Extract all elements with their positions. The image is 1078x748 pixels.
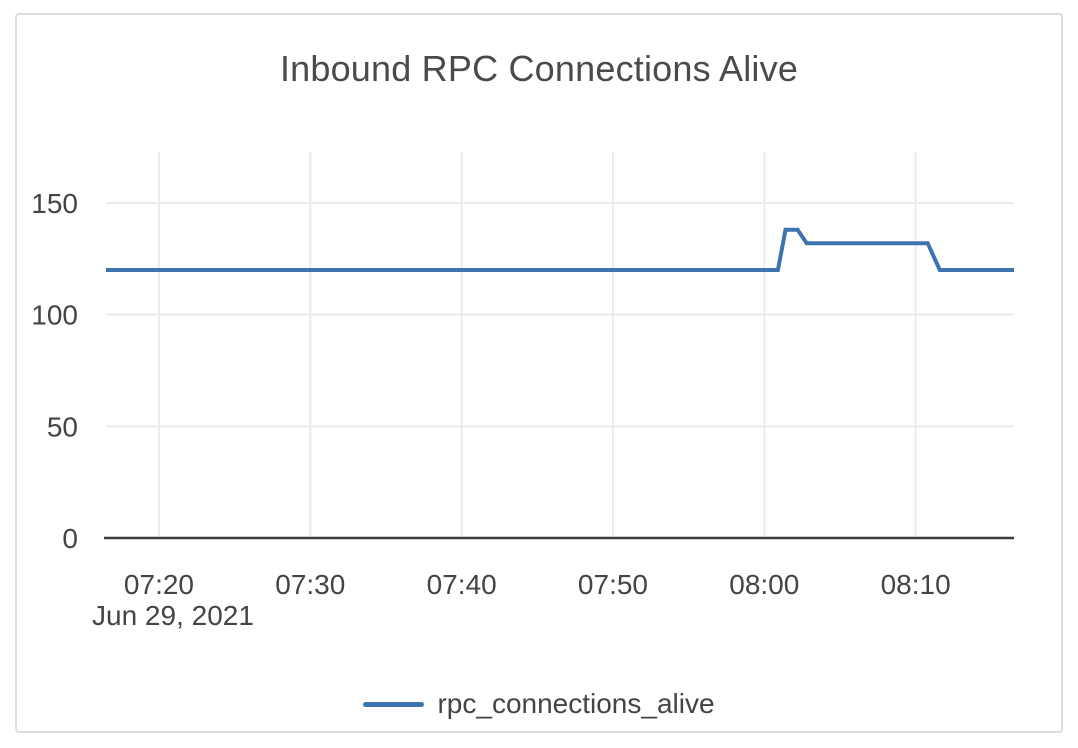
chart-card — [15, 13, 1063, 733]
legend-line-swatch-icon — [363, 701, 425, 707]
legend-label: rpc_connections_alive — [437, 688, 715, 719]
x-tick-label: 08:10 — [881, 569, 951, 600]
x-tick-label: 07:50 — [578, 569, 648, 600]
series-line-rpc-connections-alive — [106, 227, 1014, 272]
x-tick-label: 07:40 — [427, 569, 497, 600]
y-tick-label: 100 — [31, 300, 78, 331]
x-axis-date-label: Jun 29, 2021 — [92, 600, 254, 631]
x-tick-label: 07:30 — [275, 569, 345, 600]
legend: rpc_connections_alive — [0, 686, 1078, 722]
x-tick-label: 07:20 — [124, 569, 194, 600]
chart-title: Inbound RPC Connections Alive — [279, 48, 799, 89]
y-tick-label: 150 — [31, 188, 78, 219]
x-tick-label: 08:00 — [729, 569, 799, 600]
y-tick-label: 50 — [47, 411, 78, 442]
y-tick-label: 0 — [62, 523, 78, 554]
legend-item-rpc-connections-alive[interactable]: rpc_connections_alive — [363, 688, 715, 720]
